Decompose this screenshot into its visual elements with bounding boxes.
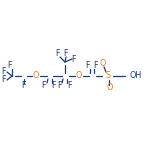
- Text: O: O: [100, 59, 106, 69]
- Text: O: O: [107, 83, 113, 93]
- Text: F: F: [94, 62, 98, 71]
- Text: F: F: [52, 81, 56, 90]
- Text: F: F: [64, 50, 68, 59]
- Text: O: O: [76, 71, 82, 81]
- Text: F: F: [1, 76, 5, 85]
- Text: F: F: [55, 50, 59, 59]
- Text: F: F: [22, 81, 26, 90]
- Text: F: F: [72, 55, 76, 64]
- Text: O: O: [33, 71, 39, 81]
- Text: F: F: [42, 81, 46, 90]
- Text: OH: OH: [130, 71, 142, 81]
- Text: F: F: [1, 67, 5, 76]
- Text: F: F: [67, 81, 71, 90]
- Text: F: F: [85, 62, 89, 71]
- Text: F: F: [8, 62, 12, 71]
- Text: F: F: [57, 81, 61, 90]
- Text: S: S: [105, 71, 111, 81]
